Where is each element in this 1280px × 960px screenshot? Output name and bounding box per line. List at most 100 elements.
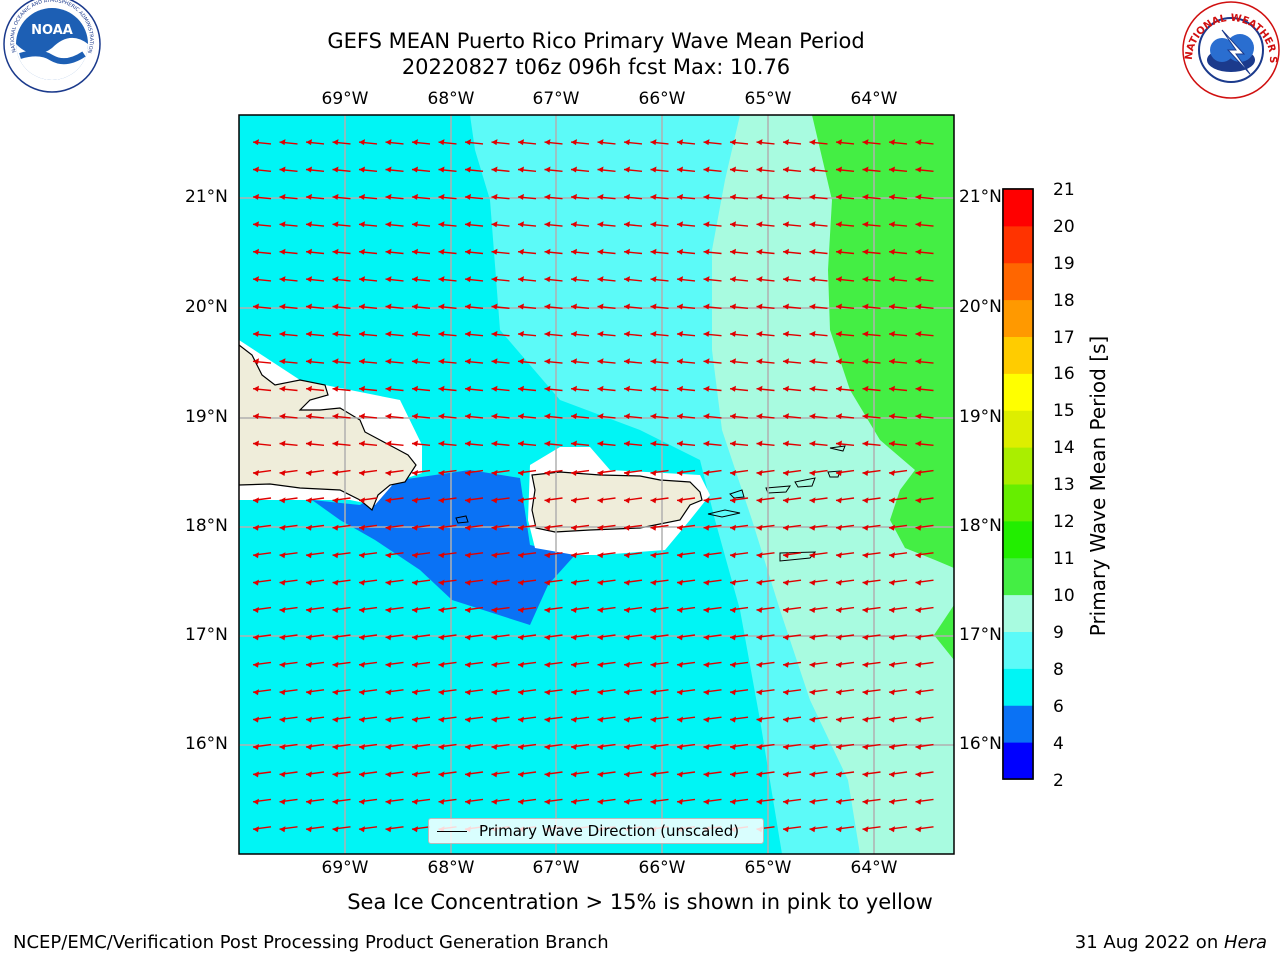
wave-arrow-head — [385, 607, 392, 613]
wave-arrow-head — [332, 634, 339, 641]
wave-arrow-head — [703, 497, 710, 504]
wave-arrow-head — [359, 221, 365, 228]
wave-arrow-head — [862, 826, 869, 833]
wave-arrow-head — [703, 716, 710, 723]
wave-arrow-head — [756, 276, 763, 283]
wave-arrow-head — [862, 193, 869, 200]
wave-arrow-head — [677, 552, 683, 559]
wave-arrow-head — [465, 470, 471, 476]
wave-arrow-head — [491, 497, 498, 504]
wave-arrow-head — [889, 385, 895, 392]
wave-arrow-head — [279, 221, 286, 228]
colorbar-tick: 10 — [1053, 586, 1075, 606]
wave-arrow-head — [836, 413, 842, 420]
wave-arrow-head — [491, 524, 498, 531]
colorbar-band-12-13 — [1003, 484, 1033, 522]
wave-arrow-head — [518, 330, 524, 337]
wave-arrow-head — [385, 330, 392, 337]
colorbar-band-15-16 — [1003, 373, 1033, 411]
wave-arrow-head — [491, 798, 498, 805]
wave-arrow-head — [385, 552, 392, 559]
wave-arrow-head — [809, 358, 816, 365]
wave-arrow-head — [438, 661, 445, 668]
lon-label-top: 67°W — [532, 89, 580, 109]
wave-arrow-head — [915, 579, 922, 586]
colorbar-tick: 18 — [1053, 291, 1075, 311]
wave-arrow-head — [518, 358, 524, 365]
wave-arrow-head — [491, 303, 498, 310]
wave-arrow-head — [412, 193, 418, 200]
wave-arrow-head — [306, 193, 312, 200]
wave-arrow-head — [783, 826, 789, 833]
wave-arrow-head — [359, 661, 365, 668]
map-legend: Primary Wave Direction (unscaled) — [428, 818, 764, 844]
wave-arrow-head — [253, 524, 259, 531]
wave-arrow-head — [306, 358, 312, 365]
wave-arrow-head — [703, 221, 710, 228]
wave-arrow-head — [279, 330, 286, 337]
wave-arrow-head — [465, 303, 471, 310]
wave-arrow-head — [385, 744, 392, 750]
wave-arrow-head — [597, 330, 604, 337]
wave-arrow-head — [836, 771, 842, 778]
wave-arrow-head — [279, 689, 286, 696]
wave-arrow-head — [359, 358, 365, 365]
wave-arrow-head — [783, 248, 789, 255]
wave-arrow-head — [783, 330, 789, 337]
lon-label-bottom: 69°W — [321, 858, 369, 878]
wave-arrow-head — [915, 552, 922, 559]
wave-arrow-head — [889, 552, 895, 559]
wave-arrow-head — [412, 689, 418, 696]
wave-arrow-head — [438, 552, 445, 559]
wave-arrow-head — [836, 221, 842, 228]
wave-arrow-head — [889, 826, 895, 833]
wave-arrow-head — [306, 552, 312, 559]
wave-arrow-head — [359, 689, 365, 696]
wave-arrow-head — [412, 826, 418, 833]
wave-arrow-head — [491, 552, 498, 559]
wave-arrow-head — [677, 798, 683, 805]
wave-arrow-head — [862, 166, 869, 173]
wave-arrow-head — [756, 470, 763, 476]
wave-arrow-head — [915, 303, 922, 310]
wave-arrow-head — [650, 303, 657, 310]
colorbar-tick: 15 — [1053, 401, 1075, 421]
wave-arrow-head — [915, 358, 922, 365]
wave-arrow-head — [571, 358, 577, 365]
wave-arrow-head — [279, 579, 286, 586]
wave-arrow-head — [862, 221, 869, 228]
wave-arrow-head — [703, 661, 710, 668]
wave-arrow-head — [412, 716, 418, 723]
wave-arrow-head — [809, 276, 816, 283]
wave-arrow-head — [862, 661, 869, 668]
wave-arrow-head — [597, 385, 604, 392]
wave-arrow-head — [809, 552, 816, 559]
wave-arrow-head — [465, 607, 471, 613]
wave-arrow-head — [571, 689, 577, 696]
wave-arrow-head — [756, 497, 763, 504]
wave-arrow-head — [889, 330, 895, 337]
wave-arrow-head — [385, 634, 392, 641]
wave-arrow-head — [730, 524, 736, 531]
wave-arrow-head — [359, 193, 365, 200]
wave-arrow-head — [650, 470, 657, 476]
colorbar-band-2-4 — [1003, 742, 1033, 780]
wave-arrow-head — [544, 276, 551, 283]
wave-arrow-head — [571, 139, 577, 146]
wave-arrow-head — [518, 470, 524, 476]
wave-arrow-head — [624, 276, 630, 283]
wave-arrow-head — [730, 634, 736, 641]
wave-arrow-head — [889, 413, 895, 420]
wave-arrow-head — [518, 385, 524, 392]
wave-arrow-head — [412, 303, 418, 310]
wave-arrow-head — [385, 166, 392, 173]
wave-arrow-head — [385, 689, 392, 696]
wave-arrow-head — [465, 771, 471, 778]
wave-arrow-head — [650, 139, 657, 146]
wave-arrow-head — [730, 330, 736, 337]
wave-arrow-head — [465, 661, 471, 668]
wave-arrow-head — [809, 689, 816, 696]
wave-arrow-head — [677, 716, 683, 723]
wave-arrow-head — [491, 139, 498, 146]
wave-arrow-head — [571, 771, 577, 778]
